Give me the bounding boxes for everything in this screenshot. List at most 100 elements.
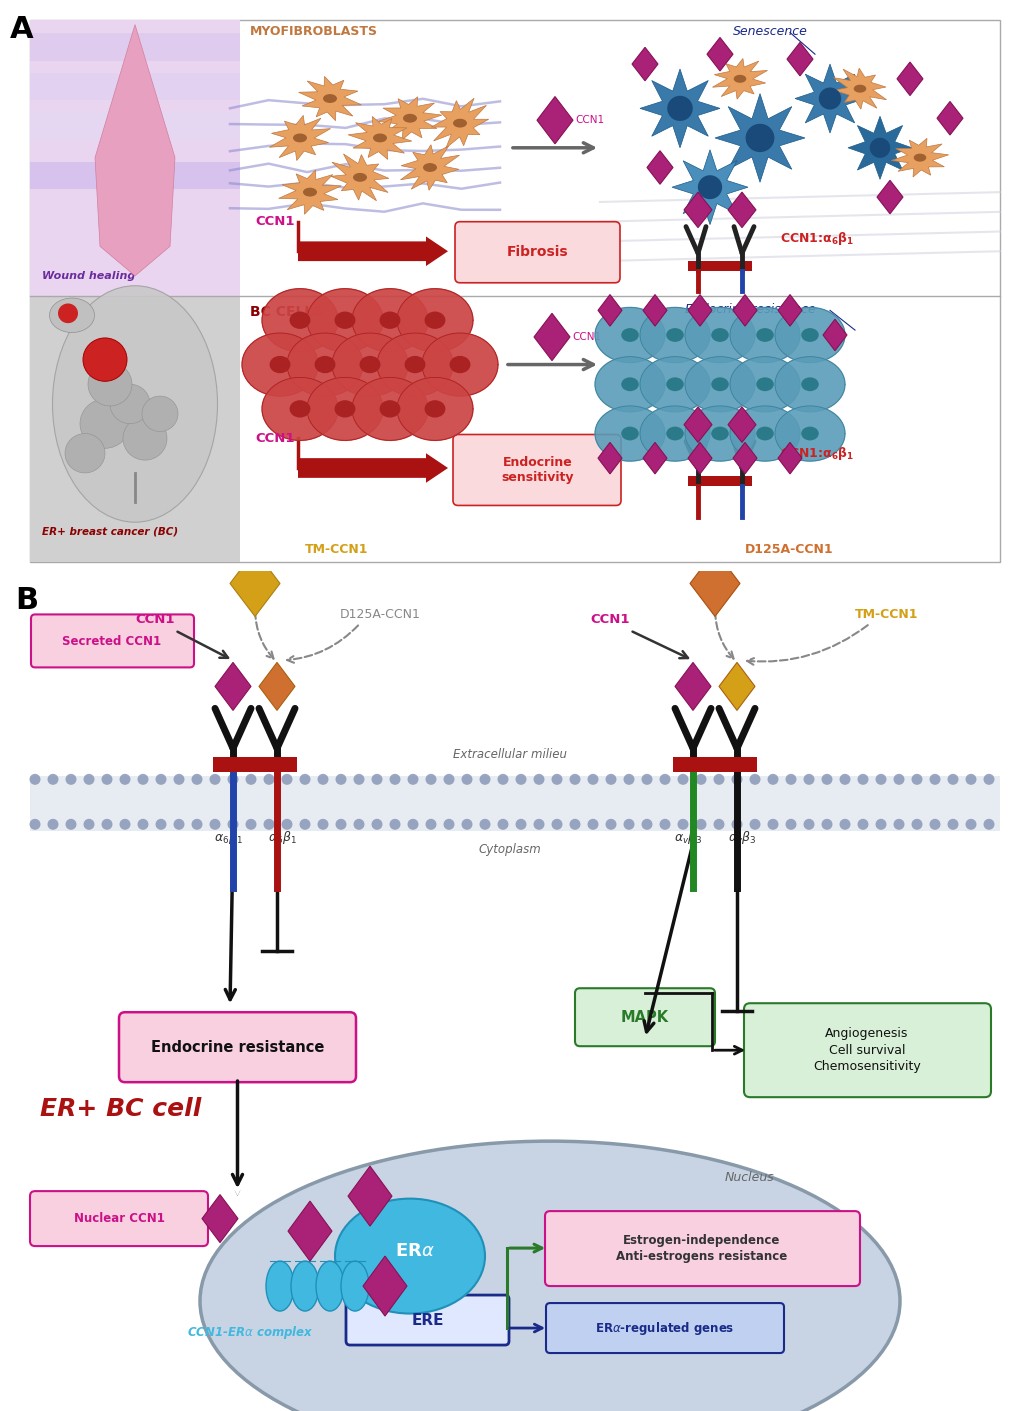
Circle shape — [659, 818, 669, 830]
Polygon shape — [706, 38, 733, 71]
Circle shape — [84, 818, 95, 830]
Text: ERE: ERE — [411, 1312, 443, 1328]
Circle shape — [874, 818, 886, 830]
Ellipse shape — [289, 401, 310, 418]
Circle shape — [731, 818, 742, 830]
Circle shape — [48, 818, 58, 830]
Circle shape — [209, 773, 220, 785]
Circle shape — [142, 396, 178, 432]
Text: ER+ BC cell: ER+ BC cell — [40, 1098, 201, 1122]
Text: MYOFIBROBLASTS: MYOFIBROBLASTS — [250, 24, 378, 38]
Text: CCN1:$\mathbf{\alpha_6\beta_1}$: CCN1:$\mathbf{\alpha_6\beta_1}$ — [780, 230, 853, 247]
Polygon shape — [733, 295, 756, 326]
Circle shape — [461, 818, 472, 830]
Text: Wound healing: Wound healing — [42, 271, 136, 281]
Ellipse shape — [314, 356, 335, 374]
Circle shape — [138, 818, 149, 830]
Polygon shape — [685, 406, 754, 461]
FancyBboxPatch shape — [30, 113, 239, 140]
Circle shape — [461, 773, 472, 785]
Circle shape — [371, 818, 382, 830]
Ellipse shape — [452, 119, 467, 127]
Text: CCN1: CCN1 — [255, 432, 294, 444]
Circle shape — [857, 773, 867, 785]
Polygon shape — [352, 289, 428, 351]
Polygon shape — [730, 357, 799, 412]
Circle shape — [713, 773, 723, 785]
Circle shape — [65, 818, 76, 830]
Polygon shape — [278, 169, 341, 214]
Polygon shape — [936, 102, 962, 135]
Polygon shape — [774, 357, 844, 412]
Circle shape — [497, 773, 508, 785]
Circle shape — [173, 773, 184, 785]
Circle shape — [982, 773, 994, 785]
FancyBboxPatch shape — [30, 34, 239, 61]
Circle shape — [317, 818, 328, 830]
Ellipse shape — [292, 134, 307, 143]
Circle shape — [928, 773, 940, 785]
Circle shape — [818, 87, 841, 110]
Polygon shape — [891, 138, 948, 176]
Circle shape — [263, 773, 274, 785]
Polygon shape — [287, 1201, 331, 1261]
Circle shape — [119, 818, 130, 830]
Circle shape — [88, 363, 131, 406]
Polygon shape — [352, 377, 428, 440]
FancyBboxPatch shape — [452, 435, 621, 505]
Polygon shape — [685, 308, 754, 363]
Polygon shape — [777, 443, 801, 474]
Circle shape — [623, 818, 634, 830]
Ellipse shape — [710, 329, 728, 341]
Polygon shape — [536, 96, 573, 144]
Polygon shape — [269, 116, 330, 161]
Ellipse shape — [621, 426, 638, 440]
Polygon shape — [396, 289, 473, 351]
Ellipse shape — [733, 75, 746, 83]
Text: CCN1-ER$\alpha$ complex: CCN1-ER$\alpha$ complex — [186, 1324, 313, 1340]
Circle shape — [110, 384, 150, 423]
Circle shape — [354, 818, 364, 830]
Polygon shape — [684, 406, 711, 443]
Ellipse shape — [373, 134, 386, 143]
FancyBboxPatch shape — [688, 261, 751, 271]
Circle shape — [246, 773, 256, 785]
Ellipse shape — [289, 312, 310, 329]
Polygon shape — [331, 154, 388, 200]
Circle shape — [123, 416, 167, 460]
FancyBboxPatch shape — [30, 20, 999, 562]
Text: CCN1: CCN1 — [572, 332, 600, 341]
Circle shape — [569, 773, 580, 785]
Circle shape — [227, 773, 238, 785]
Polygon shape — [728, 406, 755, 443]
Ellipse shape — [665, 426, 683, 440]
Circle shape — [677, 773, 688, 785]
Circle shape — [785, 773, 796, 785]
Circle shape — [173, 818, 184, 830]
Ellipse shape — [403, 114, 417, 123]
Polygon shape — [378, 97, 441, 140]
Text: CCN1: CCN1 — [590, 614, 629, 626]
Polygon shape — [422, 333, 497, 396]
FancyBboxPatch shape — [30, 776, 999, 831]
Polygon shape — [714, 93, 804, 182]
Circle shape — [874, 773, 886, 785]
Ellipse shape — [334, 1198, 484, 1314]
Circle shape — [666, 96, 692, 121]
Circle shape — [58, 303, 77, 323]
Polygon shape — [95, 24, 175, 277]
FancyBboxPatch shape — [345, 1295, 508, 1345]
Polygon shape — [347, 1165, 391, 1226]
Circle shape — [84, 773, 95, 785]
Circle shape — [551, 773, 561, 785]
Text: $\alpha_6\beta_1$: $\alpha_6\beta_1$ — [267, 830, 297, 847]
FancyBboxPatch shape — [30, 295, 239, 562]
Polygon shape — [640, 308, 709, 363]
Polygon shape — [400, 145, 459, 190]
Ellipse shape — [266, 1261, 293, 1311]
Circle shape — [479, 818, 490, 830]
Ellipse shape — [853, 85, 865, 93]
Circle shape — [138, 773, 149, 785]
Text: $\alpha_v\beta_3$: $\alpha_v\beta_3$ — [727, 830, 755, 847]
Circle shape — [766, 773, 777, 785]
